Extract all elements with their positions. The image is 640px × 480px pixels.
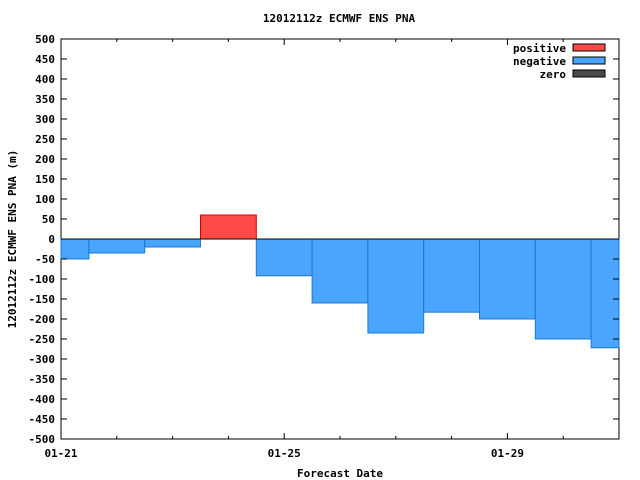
- y-axis: 500450400350300250200150100500-50-100-15…: [29, 33, 619, 446]
- x-tick-label: 01-29: [491, 447, 524, 460]
- y-tick-label: -400: [29, 393, 56, 406]
- chart-title: 12012112z ECMWF ENS PNA: [263, 12, 416, 25]
- y-axis-label: 12012112z ECMWF ENS PNA (m): [6, 150, 19, 329]
- x-axis-label: Forecast Date: [297, 467, 383, 480]
- y-tick-label: -450: [29, 413, 56, 426]
- x-tick-label: 01-25: [268, 447, 301, 460]
- y-tick-label: -300: [29, 353, 56, 366]
- legend-label-negative: negative: [513, 55, 566, 68]
- y-tick-label: -200: [29, 313, 56, 326]
- legend-swatch-positive: [572, 43, 606, 52]
- y-tick-label: -100: [29, 273, 56, 286]
- y-tick-label: -350: [29, 373, 56, 386]
- y-tick-label: 100: [35, 193, 55, 206]
- y-tick-label: 50: [42, 213, 55, 226]
- y-tick-label: -150: [29, 293, 56, 306]
- bar-6: [367, 238, 425, 334]
- bars: [60, 214, 620, 349]
- y-tick-label: 200: [35, 153, 55, 166]
- y-tick-label: -250: [29, 333, 56, 346]
- y-tick-label: 500: [35, 33, 55, 46]
- legend-label-positive: positive: [513, 42, 566, 55]
- bar-3: [200, 214, 257, 240]
- bar-1: [88, 238, 146, 254]
- legend-swatch-zero: [572, 69, 606, 78]
- bar-9: [534, 238, 592, 340]
- bar-5: [311, 238, 369, 304]
- y-tick-label: -50: [35, 253, 55, 266]
- y-tick-label: 350: [35, 93, 55, 106]
- bar-0: [60, 238, 90, 260]
- bar-10: [590, 238, 620, 349]
- bar-8: [479, 238, 536, 320]
- bar-7: [423, 238, 481, 313]
- legend-label-zero: zero: [540, 68, 567, 81]
- bar-4: [255, 238, 313, 277]
- y-tick-label: -500: [29, 433, 56, 446]
- y-tick-label: 300: [35, 113, 55, 126]
- y-tick-label: 450: [35, 53, 55, 66]
- legend-swatch-negative: [572, 56, 606, 65]
- y-tick-label: 150: [35, 173, 55, 186]
- bar-2: [144, 238, 201, 248]
- y-tick-label: 400: [35, 73, 55, 86]
- y-tick-label: 0: [48, 233, 55, 246]
- x-tick-label: 01-21: [44, 447, 77, 460]
- x-axis: 01-21 01-25 01-29: [44, 39, 620, 460]
- y-tick-label: 250: [35, 133, 55, 146]
